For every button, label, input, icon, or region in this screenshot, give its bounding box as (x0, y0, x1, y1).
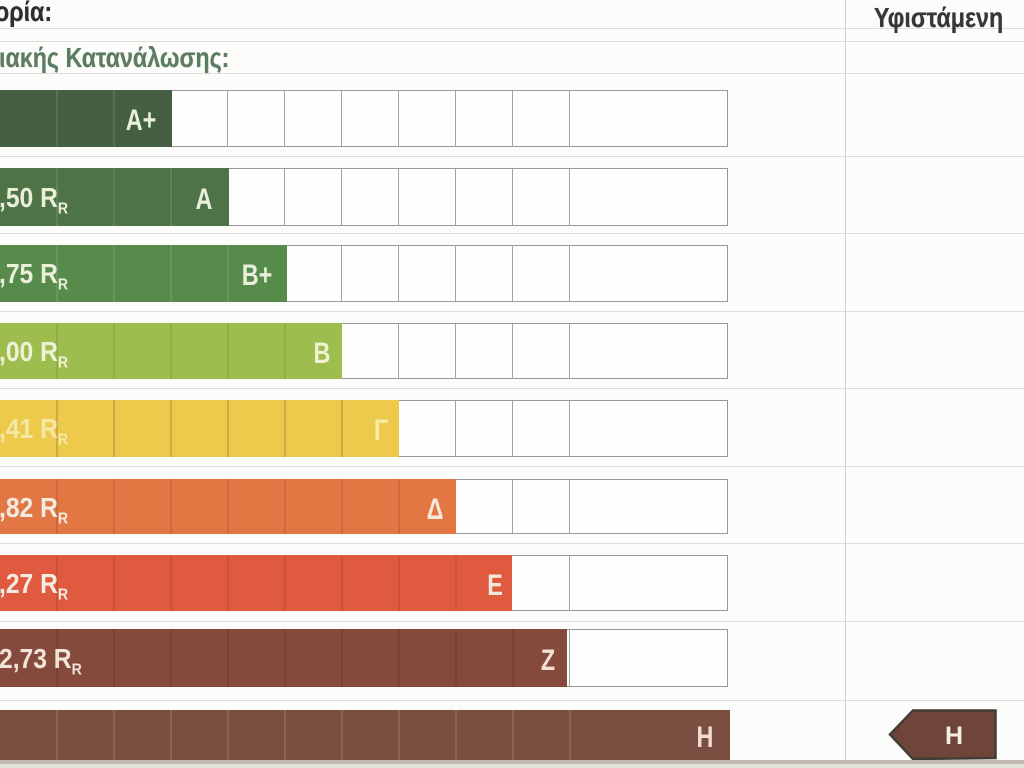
svg-text:H: H (945, 722, 963, 750)
